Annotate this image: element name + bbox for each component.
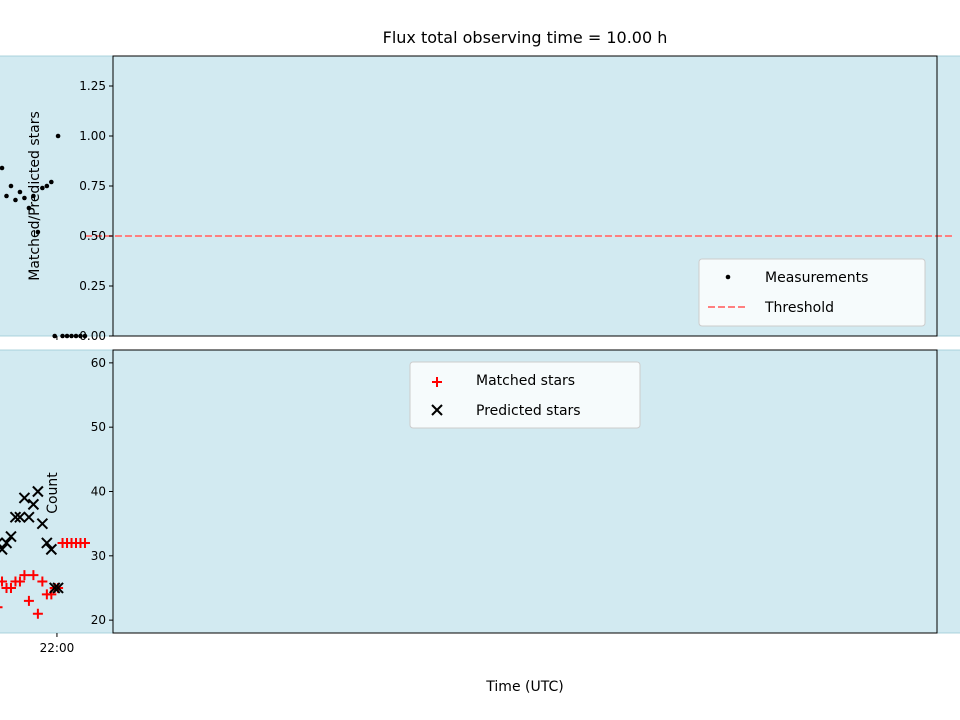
y-tick-label: 50 (91, 420, 106, 434)
bottom-panel: 20 30 40 50 60 22:0000:0002:0004:0006:0008:0… (0, 349, 960, 695)
legend-matched-label: Matched stars (476, 373, 575, 389)
top-y-axis-label: Matched/Predicted stars (27, 111, 43, 281)
legend-predicted-label: Predicted stars (476, 403, 581, 419)
matched-stars-point (19, 570, 30, 581)
legend-measurements-label: Measurements (765, 270, 868, 286)
x-tick-label: 22:00 (40, 641, 75, 655)
y-tick-label: 0.50 (79, 229, 106, 243)
y-tick-label: 0.00 (79, 329, 106, 343)
matched-stars-point (1, 582, 12, 593)
measurement-point (69, 333, 74, 339)
measurement-point (4, 193, 9, 199)
x-axis-label: Time (UTC) (485, 679, 563, 695)
y-tick-label: 60 (91, 356, 106, 370)
legend-matched-marker (432, 377, 442, 387)
matched-stars-point (37, 576, 48, 587)
predicted-stars-point (23, 511, 35, 523)
measurement-point (60, 333, 65, 339)
y-tick-label: 0.25 (79, 279, 106, 293)
y-tick-label: 0.75 (79, 179, 106, 193)
predicted-stars-point (5, 530, 17, 543)
bottom-y-axis-label: Count (45, 472, 61, 514)
predicted-stars-point (41, 537, 53, 549)
predicted-stars-point (52, 582, 64, 594)
measurement-point (22, 195, 27, 201)
top-axes-frame (112, 55, 938, 337)
measurement-point (13, 197, 18, 203)
measurement-point (8, 183, 14, 189)
predicted-stars-point (0, 537, 13, 549)
top-panel: 0.00 0.25 0.50 0.75 1.00 1.25 Matched/Predict… (0, 55, 960, 343)
measurements-series (0, 133, 88, 339)
predicted-stars-point (9, 511, 22, 523)
predicted-stars-point (32, 485, 44, 498)
y-tick-label: 40 (91, 485, 106, 499)
measurement-point (26, 205, 32, 211)
predicted-stars-point (18, 492, 31, 504)
top-chart-title: Flux total observing time = 10.00 h (383, 28, 668, 47)
legend-predicted-marker (431, 404, 443, 416)
measurement-point (78, 333, 83, 339)
measurement-point (0, 165, 5, 171)
matched-stars-point (57, 537, 68, 548)
top-legend-box (698, 258, 926, 327)
matched-stars-point (41, 589, 52, 600)
y-tick-label: 20 (91, 613, 106, 627)
matched-stars-point (32, 608, 43, 619)
predicted-stars-series (0, 485, 64, 594)
y-tick-label: 1.00 (79, 129, 106, 143)
top-y-axis: 0.00 0.25 0.50 0.75 1.00 1.25 (79, 79, 113, 343)
predicted-stars-point (36, 517, 49, 530)
measurement-point (64, 333, 70, 339)
bottom-legend[interactable]: Matched stars Predicted stars (409, 361, 641, 429)
y-tick-label: 1.25 (79, 79, 106, 93)
matched-stars-point (23, 595, 34, 606)
measurement-point (17, 189, 23, 195)
predicted-stars-point (14, 511, 26, 523)
measurement-point (82, 333, 88, 339)
matched-stars-point (0, 606, 3, 609)
y-tick-label: 30 (91, 549, 106, 563)
legend-threshold-label: Threshold (764, 300, 834, 316)
bottom-y-axis: 20 30 40 50 60 (91, 356, 113, 627)
measurement-point (52, 333, 58, 339)
measurement-point (40, 185, 45, 191)
measurement-point (31, 193, 36, 199)
predicted-stars-point (27, 498, 40, 511)
predicted-stars-point (0, 537, 4, 549)
measurement-point (44, 183, 50, 189)
top-x-axis-ticks (56, 336, 58, 340)
bottom-x-axis: 22:0000:0002:0004:0006:0008:00 (40, 633, 75, 655)
measurement-point (49, 179, 54, 185)
legend-measurements-marker (725, 274, 731, 280)
predicted-stars-point (48, 582, 61, 594)
bottom-legend-box (409, 361, 641, 429)
matched-stars-point (28, 570, 39, 581)
matched-stars-point (0, 576, 8, 587)
predicted-stars-point (0, 543, 8, 556)
measurement-point (73, 333, 79, 339)
predicted-stars-point (45, 543, 58, 556)
measurement-point (55, 133, 61, 139)
measurement-point (35, 229, 41, 235)
matched-stars-series (0, 537, 90, 619)
top-legend[interactable]: Measurements Threshold (698, 258, 926, 327)
matched-stars-point (10, 576, 21, 587)
